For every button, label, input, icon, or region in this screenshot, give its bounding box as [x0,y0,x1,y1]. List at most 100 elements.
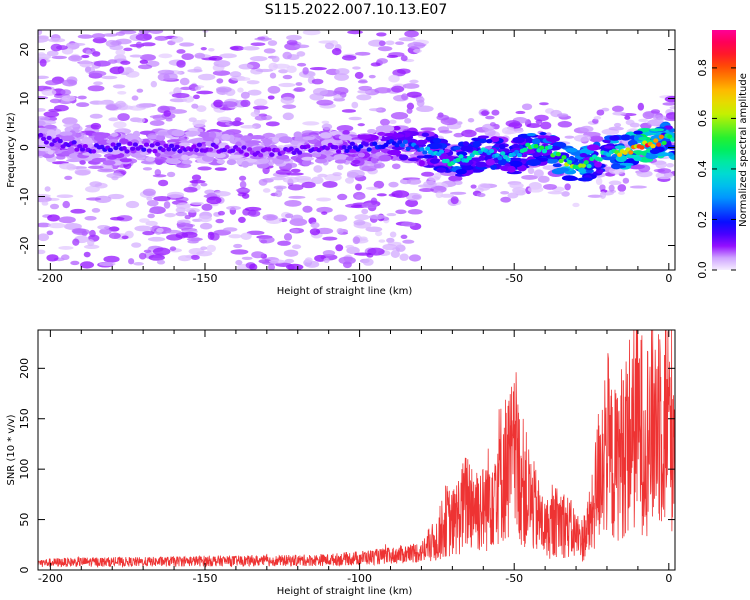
spectrogram-noise-cell [85,66,92,73]
spectrogram-peak-cell [79,147,86,152]
spectrogram-noise-cell [637,102,645,111]
spectrogram-noise-cell [288,195,306,199]
spectrogram-peak-cell [124,149,130,154]
spectrogram-band-cell [38,147,51,152]
spectrogram-noise-cell [50,43,63,52]
spectrogram-noise-cell [38,52,46,56]
spectrogram-noise-cell [239,180,247,189]
spectrogram-noise-cell [405,199,419,208]
spectrogram-noise-cell [38,35,49,40]
spectrogram-noise-cell [83,244,100,250]
spectrogram-noise-cell [333,95,342,99]
spectrogram-noise-cell [85,49,92,55]
spectrogram-noise-cell [521,174,538,180]
spectrogram-noise-cell [223,227,238,232]
spectrogram-noise-cell [362,258,374,266]
spectrogram-noise-cell [176,202,191,210]
spectrogram-noise-cell [131,242,142,248]
spectrogram-noise-cell [156,227,164,233]
spectrogram-noise-cell [336,164,344,171]
snr-x-tick-label: -200 [38,572,63,585]
spectrogram-noise-cell [235,259,243,266]
spectrogram-noise-cell [404,30,419,38]
spectrogram-band-cell [421,132,430,137]
spectrogram-noise-cell [564,135,575,139]
spectrogram-noise-cell [254,115,267,121]
colorbar-tick-label: 0.2 [696,211,709,229]
spectrogram-y-tick-label: 10 [18,92,31,106]
spectrogram-noise-cell [263,48,276,54]
spectrogram-noise-cell [547,191,564,195]
spectrogram-noise-cell [368,74,376,79]
snr-y-tick-label: 100 [18,459,31,480]
spectrogram-noise-cell [557,120,573,128]
spectrogram-noise-cell [235,188,251,192]
spectrogram-peak-cell [669,137,675,142]
spectrogram-band-cell [156,131,169,136]
spectrogram-noise-cell [84,216,97,221]
spectrogram-peak-cell [335,149,342,154]
spectrogram-noise-cell [268,62,278,71]
spectrogram-band-cell [91,157,107,163]
spectrogram-peak-cell [152,148,158,154]
spectrogram-noise-cell [77,34,94,39]
spectrogram-noise-cell [293,87,306,92]
spectrogram-noise-cell [309,66,327,71]
spectrogram-noise-cell [341,55,357,61]
spectrogram-band-cell [507,165,516,173]
spectrogram-y-tick-label: -20 [18,237,31,255]
spectrogram-noise-cell [608,184,615,192]
spectrogram-noise-cell [312,87,329,96]
spectrogram-noise-cell [253,98,268,107]
spectrogram-noise-cell [331,48,342,56]
spectrogram-band-cell [44,124,57,130]
spectrogram-noise-cell [291,214,304,223]
spectrogram-noise-cell [407,209,423,215]
spectrogram-noise-cell [99,228,112,235]
spectrogram-noise-cell [484,128,496,137]
spectrogram-peak-cell [366,147,372,152]
spectrogram-noise-cell [323,257,330,263]
colorbar-tick-label: 0.4 [696,160,709,178]
spectrogram-noise-cell [370,197,378,205]
spectrogram-noise-cell [194,52,206,59]
spectrogram-noise-cell [97,168,115,173]
spectrogram-band-cell [314,158,328,164]
spectrogram-noise-cell [386,212,397,217]
spectrogram-noise-cell [287,184,304,191]
spectrogram-noise-cell [200,119,207,123]
spectrogram-noise-cell [156,259,166,265]
spectrogram-noise-cell [316,206,333,214]
spectrogram-noise-cell [388,181,399,188]
spectrogram-band-cell [614,145,626,150]
spectrogram-noise-cell [88,70,107,77]
spectrogram-noise-cell [436,114,450,121]
spectrogram-noise-cell [378,40,386,47]
spectrogram-band-cell [181,154,189,161]
spectrogram-noise-cell [196,105,207,112]
spectrogram-noise-cell [304,257,313,263]
spectrogram-band-cell [197,131,211,138]
spectrogram-noise-cell [283,249,299,257]
spectrogram-peak-cell [516,152,523,158]
spectrogram-noise-cell [302,67,309,75]
spectrogram-noise-cell [373,180,385,189]
spectrogram-noise-cell [357,123,365,127]
spectrogram-noise-cell [277,240,291,246]
spectrogram-band-cell [165,158,180,164]
spectrogram-noise-cell [611,105,624,113]
spectrogram-peak-cell [349,141,356,147]
spectrogram-band-cell [319,132,332,139]
spectrogram-noise-cell [543,183,557,190]
spectrogram-noise-cell [302,205,313,213]
spectrogram-noise-cell [406,178,422,185]
spectrogram-noise-cell [38,30,43,36]
spectrogram-peak-cell [130,146,136,151]
spectrogram-noise-cell [377,46,393,52]
spectrogram-peak-cell [658,134,664,140]
spectrogram-noise-cell [129,54,143,58]
spectrogram-noise-cell [321,211,328,215]
spectrogram-noise-cell [284,42,301,51]
spectrogram-noise-cell [356,94,372,101]
